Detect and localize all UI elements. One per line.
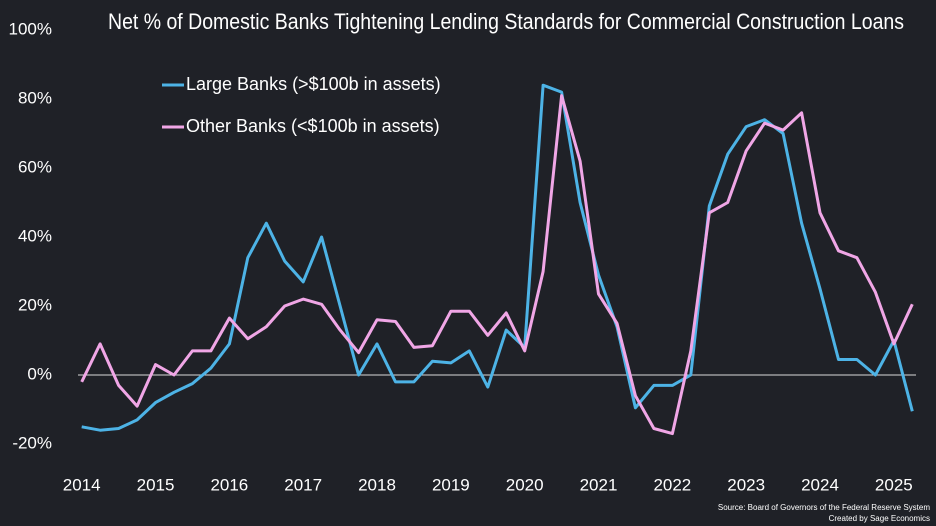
legend-label: Large Banks (>$100b in assets)	[186, 74, 441, 94]
x-tick-label: 2023	[727, 475, 765, 494]
credit-note: Created by Sage Economics	[829, 514, 930, 523]
legend-label: Other Banks (<$100b in assets)	[186, 116, 440, 136]
y-tick-label: 100%	[9, 19, 52, 38]
x-tick-label: 2015	[137, 475, 175, 494]
x-tick-label: 2019	[432, 475, 470, 494]
series-line	[80, 94, 914, 436]
x-tick-label: 2020	[506, 475, 544, 494]
x-tick-label: 2014	[63, 475, 101, 494]
x-tick-label: 2021	[580, 475, 618, 494]
y-tick-label: 60%	[18, 157, 52, 176]
x-tick-label: 2024	[801, 475, 839, 494]
x-tick-label: 2025	[875, 475, 913, 494]
x-tick-label: 2017	[284, 475, 322, 494]
source-note: Source: Board of Governors of the Federa…	[718, 503, 930, 512]
chart-title: Net % of Domestic Banks Tightening Lendi…	[108, 9, 904, 34]
x-tick-label: 2022	[653, 475, 691, 494]
x-tick-label: 2016	[210, 475, 248, 494]
y-tick-label: 40%	[18, 226, 52, 245]
y-tick-label: 0%	[27, 364, 52, 383]
y-tick-label: 20%	[18, 295, 52, 314]
y-tick-label: 80%	[18, 88, 52, 107]
y-tick-label: -20%	[12, 433, 52, 452]
x-tick-label: 2018	[358, 475, 396, 494]
